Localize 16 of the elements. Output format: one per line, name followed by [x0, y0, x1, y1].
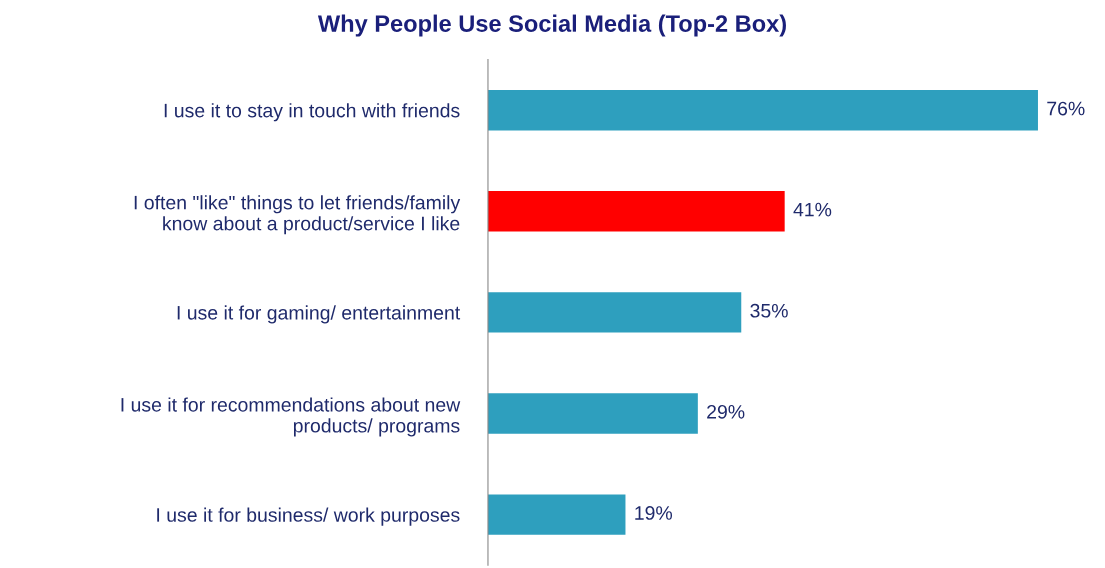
bar	[487, 292, 742, 333]
data-label: 29%	[707, 404, 745, 419]
bar	[487, 393, 698, 434]
bar	[487, 89, 1038, 131]
data-label: 41%	[793, 202, 832, 217]
data-label: 35%	[750, 303, 788, 318]
data-label: 19%	[635, 506, 673, 520]
y-tick-label: I use it for recommendations about new products/ programs	[121, 397, 461, 437]
data-label: 76%	[1047, 101, 1085, 116]
y-tick-label: I use it to stay in touch with friends	[164, 103, 460, 122]
chart-title: Why People Use Social Media (Top-2 Box)	[317, 14, 786, 37]
bar	[487, 494, 626, 535]
y-tick-label: I use it for gaming/ entertainment	[177, 305, 461, 324]
y-tick-label: I often "like" things to let friends/family know about a product/service I like	[134, 195, 461, 235]
bar	[487, 191, 785, 232]
y-tick-label: I use it for business/ work purposes	[157, 507, 460, 526]
